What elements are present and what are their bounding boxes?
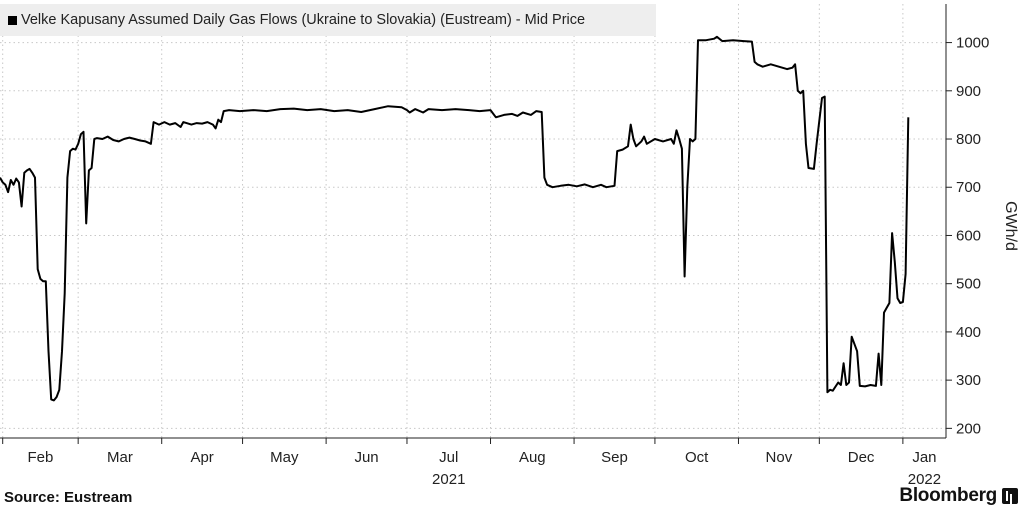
x-year-label: 2022 <box>908 471 941 488</box>
y-tick-label: 900 <box>956 83 981 100</box>
y-tick-label: 400 <box>956 324 981 341</box>
x-tick-label: Feb <box>27 449 53 466</box>
y-tick-label: 600 <box>956 227 981 244</box>
x-tick-label: Sep <box>601 449 628 466</box>
y-tick-label: 800 <box>956 131 981 148</box>
y-tick-label: 500 <box>956 276 981 293</box>
y-tick-label: 200 <box>956 420 981 437</box>
x-tick-label: May <box>270 449 299 466</box>
x-year-label: 2021 <box>432 471 465 488</box>
y-tick-label: 700 <box>956 179 981 196</box>
x-tick-label: Dec <box>848 449 875 466</box>
legend-label: Velke Kapusany Assumed Daily Gas Flows (… <box>21 12 586 28</box>
x-tick-label: Aug <box>519 449 546 466</box>
legend-swatch <box>8 15 17 25</box>
x-tick-label: Mar <box>107 449 133 466</box>
x-axis: Feb Mar Apr May Jun Jul Aug Sep Oct Nov Dec Jan 2021… <box>0 437 946 488</box>
x-tick-label: Jan <box>912 449 936 466</box>
x-tick-label: Oct <box>685 449 709 466</box>
x-tick-label: Jun <box>354 449 378 466</box>
y-axis: 200 300 400 500 600 700 800 900 1000 <box>945 4 989 438</box>
brand-logo: Bloomberg <box>899 485 1018 507</box>
x-tick-label: Nov <box>766 449 793 466</box>
brand-name: Bloomberg <box>899 485 997 506</box>
legend: Velke Kapusany Assumed Daily Gas Flows (… <box>0 4 656 36</box>
source-note: Source: Eustream <box>4 489 133 506</box>
series-line <box>0 35 910 402</box>
x-tick-label: Jul <box>439 449 458 466</box>
y-axis-label: GWh/d <box>1002 201 1019 251</box>
bloomberg-mark-icon <box>1002 488 1018 504</box>
x-tick-label: Apr <box>190 449 213 466</box>
y-tick-label: 300 <box>956 372 981 389</box>
y-tick-label: 1000 <box>956 35 989 52</box>
grid-lines <box>0 4 946 438</box>
